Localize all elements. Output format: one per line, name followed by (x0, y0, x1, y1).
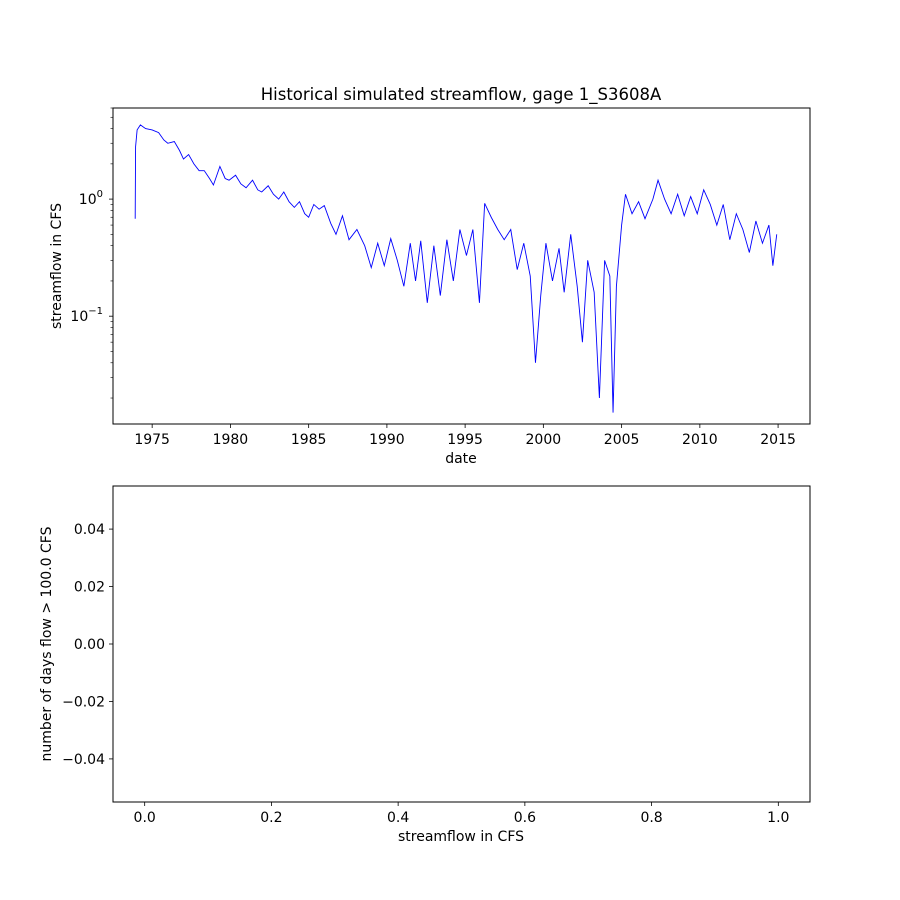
top-y-tick-label: 100 (79, 189, 103, 208)
bottom-y-ticks: 0.04 0.02 0.00 −0.02 −0.04 (62, 522, 113, 768)
bottom-x-ticks: 0.0 0.2 0.4 0.6 0.8 1.0 (134, 802, 789, 826)
bottom-x-tick-label: 0.6 (514, 810, 536, 826)
bottom-x-tick-label: 0.8 (640, 810, 662, 826)
top-x-tick-label: 1980 (213, 432, 249, 448)
bottom-y-tick-label: −0.04 (62, 752, 105, 768)
streamflow-series-line (134, 124, 778, 413)
top-x-tick-label: 2010 (682, 432, 718, 448)
bottom-x-tick-label: 0.0 (134, 810, 156, 826)
top-x-tick-label: 1975 (134, 432, 170, 448)
top-x-tick-label: 2005 (604, 432, 640, 448)
top-y-ticks: 100 10−1 (70, 107, 113, 399)
bottom-x-tick-label: 1.0 (767, 810, 789, 826)
bottom-x-tick-label: 0.4 (387, 810, 409, 826)
bottom-y-tick-label: 0.00 (74, 637, 105, 653)
top-x-tick-label: 1985 (291, 432, 327, 448)
top-plot-area (112, 107, 811, 425)
bottom-chart: 0.0 0.2 0.4 0.6 0.8 1.0 0.04 0.02 0.00 −0.02 −0.0… (39, 485, 811, 845)
bottom-y-axis-label: number of days flow > 100.0 CFS (39, 526, 55, 761)
top-x-tick-label: 2015 (760, 432, 796, 448)
top-x-ticks: 1975 1980 1985 1990 1995 2000 2005 2010 2015 (134, 424, 796, 448)
top-x-tick-label: 1995 (447, 432, 483, 448)
bottom-y-tick-label: −0.02 (62, 694, 105, 710)
top-chart-title: Historical simulated streamflow, gage 1_… (261, 85, 662, 105)
bottom-y-tick-label: 0.02 (74, 580, 105, 596)
top-x-tick-label: 2000 (526, 432, 562, 448)
top-x-tick-label: 1990 (369, 432, 405, 448)
top-y-tick-label: 10−1 (70, 306, 103, 325)
bottom-x-tick-label: 0.2 (260, 810, 282, 826)
top-x-axis-label: date (445, 451, 477, 467)
top-chart: Historical simulated streamflow, gage 1_… (49, 85, 811, 467)
top-y-axis-label: streamflow in CFS (49, 203, 65, 329)
bottom-y-tick-label: 0.04 (74, 522, 105, 538)
bottom-x-axis-label: streamflow in CFS (398, 829, 524, 845)
bottom-plot-area (112, 485, 811, 803)
